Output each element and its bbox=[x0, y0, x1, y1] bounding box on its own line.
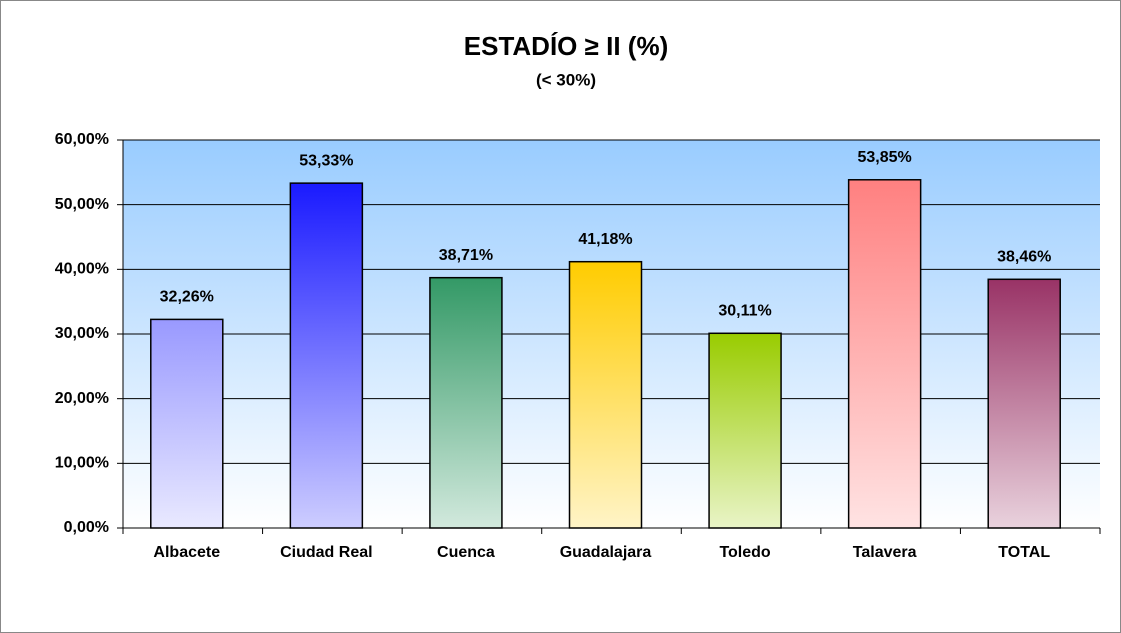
bar bbox=[987, 278, 1061, 529]
x-tick-label: Cuenca bbox=[437, 544, 495, 561]
data-label: 41,18% bbox=[578, 231, 632, 248]
data-label: 32,26% bbox=[160, 289, 214, 306]
chart-subtitle: (< 30%) bbox=[536, 70, 596, 89]
x-tick-label: Albacete bbox=[153, 544, 220, 561]
y-tick-label: 60,00% bbox=[55, 131, 109, 148]
bar bbox=[568, 260, 643, 529]
y-tick-label: 10,00% bbox=[55, 455, 109, 472]
bar bbox=[429, 276, 503, 529]
x-tick-label: Toledo bbox=[719, 544, 770, 561]
bar bbox=[708, 332, 782, 529]
bar bbox=[847, 179, 922, 529]
data-label: 30,11% bbox=[718, 303, 771, 320]
y-tick-label: 30,00% bbox=[55, 325, 109, 342]
y-tick-label: 20,00% bbox=[55, 390, 109, 407]
data-label: 38,71% bbox=[439, 247, 493, 264]
bar bbox=[150, 318, 224, 529]
y-tick-label: 40,00% bbox=[55, 261, 109, 278]
bar bbox=[289, 182, 364, 529]
x-tick-label: Talavera bbox=[853, 544, 917, 561]
y-tick-label: 0,00% bbox=[64, 519, 109, 536]
data-label: 53,85% bbox=[858, 149, 912, 166]
chart-title: ESTADÍO ≥ II (%) bbox=[464, 31, 668, 61]
data-label: 38,46% bbox=[997, 249, 1051, 266]
x-tick-label: TOTAL bbox=[998, 544, 1050, 561]
x-tick-label: Guadalajara bbox=[560, 544, 652, 561]
data-label: 53,33% bbox=[299, 152, 353, 169]
y-tick-label: 50,00% bbox=[55, 196, 109, 213]
x-tick-label: Ciudad Real bbox=[280, 544, 372, 561]
